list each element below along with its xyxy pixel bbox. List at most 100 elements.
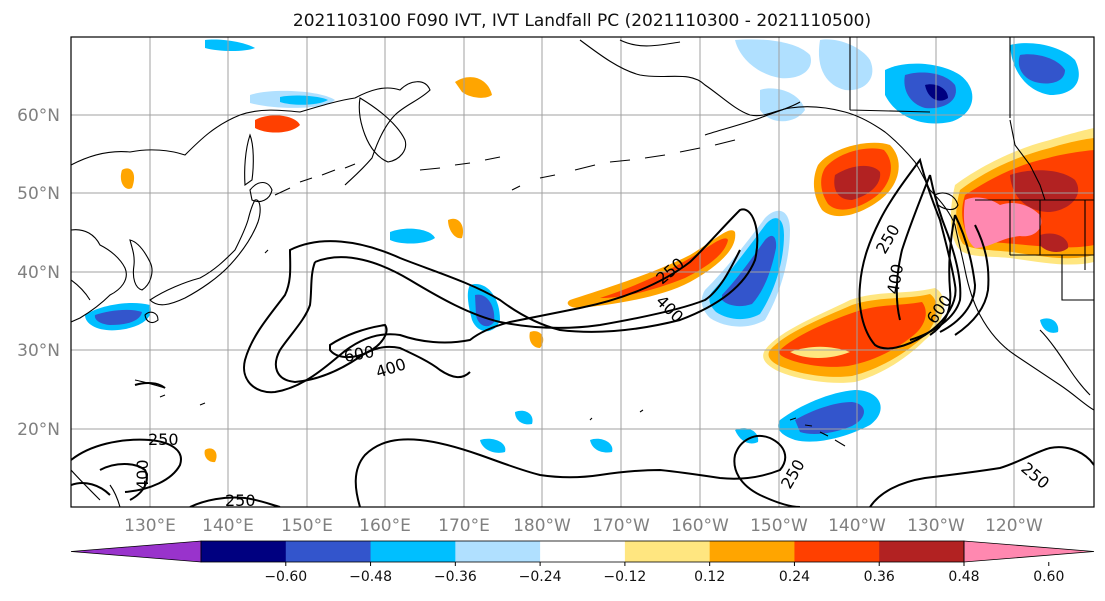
colorbar-swatch (201, 541, 287, 562)
shade-wp-5 (529, 331, 544, 348)
coast-alaska-peninsula (704, 101, 801, 136)
coast-alaska-n (619, 39, 681, 47)
coast-korea (129, 239, 153, 291)
lon-label: 150°W (750, 516, 808, 536)
colorbar-extend-max (963, 540, 1095, 563)
lon-labels: 130°E 140°E 150°E 160°E 170°E 180°W 170°… (124, 516, 1043, 536)
map-title: 2021103100 F090 IVT, IVT Landfall PC (20… (293, 11, 871, 31)
contour-wp-400 (274, 249, 741, 384)
lon-label: 180°W (513, 516, 571, 536)
colorbar-tick-label: −0.36 (434, 569, 477, 585)
contour-s-250 (71, 438, 182, 496)
colorbar-frame (200, 540, 965, 563)
shade-hi-med (795, 402, 864, 434)
contour-s-250b (189, 496, 281, 507)
coast-sakhalin (244, 133, 254, 187)
lat-label: 30°N (17, 341, 60, 361)
coast-china (71, 229, 127, 323)
colorbar-tick-label: −0.48 (349, 569, 392, 585)
coastlines (71, 37, 1094, 507)
shade-na-pink (963, 197, 1042, 248)
colorbar-tick-label: −0.60 (264, 569, 307, 585)
shade-na-darkred-2 (1040, 233, 1069, 252)
contour-label: 250 (148, 430, 179, 449)
colorbar-tick-label: 0.48 (948, 569, 979, 585)
coast-kurils (274, 163, 356, 196)
lon-label: 150°E (281, 516, 333, 536)
colorbar-swatch (455, 541, 541, 562)
lat-label: 40°N (17, 263, 60, 283)
shade-wp-6 (204, 448, 217, 463)
lat-label: 20°N (17, 420, 60, 440)
coast-japan (149, 199, 261, 306)
contour-sw-small (134, 382, 166, 389)
coast-baja (1039, 329, 1091, 396)
colorbar-swatch (879, 541, 965, 562)
colorbar-swatch (370, 541, 456, 562)
lon-label: 140°E (202, 516, 254, 536)
coast-east-asia (71, 81, 431, 186)
contour-s-400 (99, 463, 148, 501)
colorbar-tick-label: −0.24 (519, 569, 562, 585)
colorbar-tick-label: 0.24 (779, 569, 810, 585)
contour-s-250d (869, 446, 1094, 507)
shade-ak-light-2 (735, 39, 811, 79)
contour-ep-600b (954, 224, 990, 336)
coast-kamchatka (358, 97, 407, 163)
lat-label: 60°N (17, 106, 60, 126)
shade-wp-med-1 (94, 309, 142, 325)
shading-negative (85, 39, 1079, 453)
colorbar-swatch (285, 541, 372, 562)
map-frame (70, 36, 1095, 508)
contour-s-250c (354, 435, 801, 507)
colorbar-tick-label: 0.12 (694, 569, 725, 585)
shade-wp-blue-5 (205, 39, 255, 51)
shade-wp-blue-4 (280, 95, 328, 105)
shade-wp-blue-7 (480, 438, 506, 453)
border-bc-alberta (1009, 119, 1046, 201)
contour-ep-250 (858, 157, 957, 350)
colorbar: −0.60 −0.48 −0.36 −0.24 −0.12 0.12 0.24 0.36 0.4… (70, 540, 1095, 585)
ivt-contours (71, 157, 1094, 507)
lon-label: 130°E (124, 516, 176, 536)
coast-vancouver (934, 192, 959, 211)
coast-alaska (579, 39, 931, 191)
colorbar-tick-label: 0.36 (864, 569, 895, 585)
shade-na-darkred (1010, 170, 1079, 212)
colorbar-tick-label: −0.12 (603, 569, 646, 585)
coast-china-2 (71, 279, 91, 301)
border-alaska-canada (849, 37, 931, 113)
colorbar-swatch (624, 541, 711, 562)
lon-label: 160°E (359, 516, 411, 536)
contour-label: 250 (225, 491, 256, 510)
colorbar-extend-min (70, 540, 202, 563)
coast-islands (159, 249, 644, 421)
shade-nw-med (1018, 54, 1065, 84)
lon-label: 140°W (828, 516, 886, 536)
shade-wp-blue-3 (390, 228, 435, 244)
colorbar-tick-label: 0.60 (1033, 569, 1064, 585)
coast-kyushu (144, 311, 159, 324)
border-us-states (1009, 200, 1094, 301)
shade-wp-2 (255, 115, 300, 133)
coast-hawaii (789, 417, 846, 447)
coast-aleutians (419, 139, 736, 191)
lon-label: 170°W (592, 516, 650, 536)
colorbar-swatch (794, 541, 880, 562)
shade-wp-blue-9 (1040, 318, 1059, 333)
colorbar-swatch (540, 541, 626, 562)
shade-wp-blue-6 (515, 410, 533, 425)
lat-labels: 60°N 50°N 40°N 30°N 20°N (17, 106, 60, 440)
contour-ep-600 (929, 214, 977, 336)
lon-label: 120°W (985, 516, 1043, 536)
shade-cp-red (600, 238, 728, 298)
shade-cp-orange (567, 230, 736, 308)
lon-label: 160°W (671, 516, 729, 536)
shade-wp-3 (120, 168, 135, 189)
lon-label: 130°W (907, 516, 965, 536)
contour-wp-600 (329, 323, 388, 358)
colorbar-swatch (709, 541, 795, 562)
map-content: 600 400 250 400 250 400 600 250 400 250 … (71, 37, 1094, 510)
lon-label: 170°E (438, 516, 490, 536)
